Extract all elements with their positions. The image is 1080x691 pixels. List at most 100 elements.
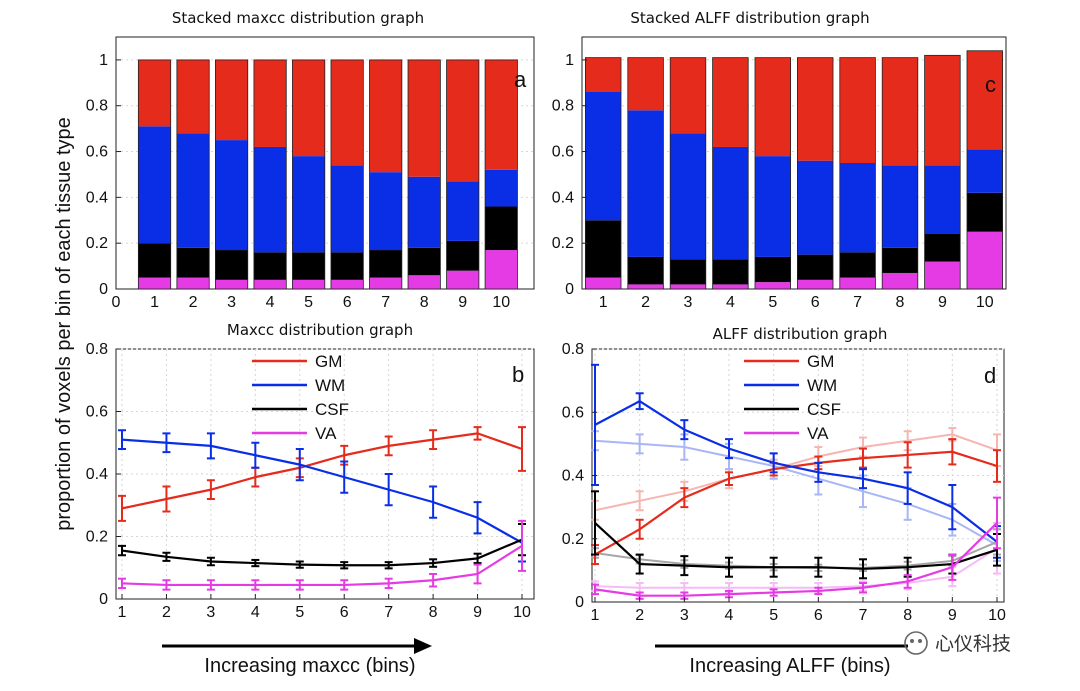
panel-c-bar-outline-9 [924,54,961,290]
panel-b-maxcc-lines: Maxcc distribution graph 0 0.2 0.4 0.6 0.8 1 2… [86,321,535,677]
panel-b-legend-label-wm: WM [315,376,345,395]
panel-c-bar-outline-2 [627,57,664,290]
panel-a-bar-outline-9 [446,59,480,290]
panel-d-xtick-label: 3 [680,607,689,624]
panel-d-xtick-label: 9 [948,607,957,624]
panel-d-corner-label: d [984,363,996,388]
panel-c-bar-wm-8 [882,165,918,248]
panel-c-bar-csf-2 [627,256,664,285]
watermark-logo-icon [904,631,928,655]
panel-c-ytick-label: 0.4 [552,189,574,206]
panel-a-bar-csf-5 [292,252,325,280]
panel-b-corner-label: b [512,362,524,387]
panel-a-xtick-label: 8 [420,294,429,311]
panel-a-bar-va-6 [330,279,364,289]
panel-a-xtick-label: 0 [112,294,121,311]
panel-c-bar-va-8 [882,272,918,289]
panel-c-xtick-label: 8 [896,294,905,311]
panel-a-bar-wm-4 [253,146,287,253]
panel-a-bar-va-3 [215,279,248,289]
panel-b-ytick-label: 0.8 [86,341,108,358]
panel-a-bar-gm-7 [369,59,402,173]
panel-d-ytick-label: 0.8 [562,341,584,358]
panel-d-alff-lines: ALFF distribution graph 0 0.2 0.4 0.6 0.8 1 2 3… [562,325,1006,677]
panel-c-bar-outline-5 [754,57,792,290]
panel-c-bar-gm-2 [627,57,664,111]
panel-b-xtick-label: 6 [340,604,349,621]
panel-c-corner-label: c [985,72,996,97]
panel-c-bar-csf-7 [839,252,876,278]
panel-d-xtick-label: 8 [903,607,912,624]
panel-d-legend-label-gm: GM [807,352,834,371]
panel-c-title: Stacked ALFF distribution graph [630,9,869,27]
panel-c-bar-va-4 [712,284,749,289]
watermark-text: 心仪科技 [935,633,1011,655]
panel-a-bar-outline-3 [214,59,249,290]
panel-a-bar-outline-5 [292,59,326,290]
panel-a-bar-va-9 [446,270,479,289]
panel-a-xtick-label: 5 [304,294,313,311]
panel-a-ytick-label: 0.4 [86,189,108,206]
panel-c-stacked-alff: Stacked ALFF distribution graph 0 0.2 0.4 0… [552,9,1007,311]
panel-a-bar-va-2 [176,277,210,289]
panel-a-title: Stacked maxcc distribution graph [172,9,424,27]
panel-a-bar-gm-3 [215,59,248,141]
panel-b-xtick-label: 8 [429,604,438,621]
panel-a-bar-wm-3 [215,140,248,251]
panel-a-bar-csf-7 [369,250,402,278]
panel-c-bar-csf-3 [670,259,706,285]
panel-c-ytick-label: 0.6 [552,144,574,161]
panel-c-bar-wm-7 [839,163,876,253]
panel-c-bar-wm-10 [966,149,1003,193]
shared-y-axis-label: proportion of voxels per bin of each tis… [53,117,75,531]
panel-a-bar-gm-4 [253,59,287,147]
panel-c-bar-outline-4 [712,57,749,290]
panel-c-bar-outline-8 [881,57,919,290]
panel-d-line-wm [594,399,998,543]
panel-a-bar-va-10 [485,250,518,289]
panel-a-xtick-label: 7 [381,294,390,311]
panel-a-bar-csf-4 [253,252,287,280]
panel-b-ytick-label: 0.4 [86,466,108,483]
panel-a-xtick-label: 4 [266,294,275,311]
panel-d-xtick-label: 10 [988,607,1006,624]
panel-c-bar-wm-5 [754,156,791,257]
panel-a-bar-wm-5 [292,156,325,253]
panel-a-bar-csf-1 [138,243,171,278]
panel-d-xtick-label: 1 [591,607,600,624]
panel-d-ytick-label: 0.4 [562,468,584,485]
panel-c-xtick-label: 7 [853,294,862,311]
panel-d-title: ALFF distribution graph [713,325,888,343]
panel-b-xtick-label: 4 [251,604,260,621]
panel-c-bar-csf-4 [712,259,749,285]
panel-c-xtick-label: 4 [726,294,735,311]
panel-c-xtick-label: 5 [768,294,777,311]
panel-a-bar-gm-6 [330,59,364,166]
panel-a-xtick-label: 9 [458,294,467,311]
panel-a-bar-gm-5 [292,59,325,157]
panel-b-xtick-label: 9 [473,604,482,621]
panel-d-legend-label-csf: CSF [807,400,841,419]
panel-b-xtick-label: 10 [513,604,531,621]
panel-a-bar-outline-2 [176,59,210,290]
panel-a-bar-gm-9 [446,59,479,182]
panel-a-bar-csf-6 [330,252,364,280]
panel-d-legend-label-va: VA [807,424,829,443]
panel-a-bar-outline-10 [484,59,518,290]
panel-d-xtick-label: 7 [859,607,868,624]
panel-d-line-gm-maxcc [594,433,998,512]
panel-c-bar-outline-1 [584,57,622,290]
panel-c-bar-wm-3 [670,133,706,260]
panel-a-bar-wm-2 [176,133,210,248]
panel-c-bar-outline-3 [669,57,707,290]
panel-c-bar-outline-6 [796,57,834,290]
panel-a-bar-csf-9 [446,240,479,271]
panel-c-xtick-label: 9 [938,294,947,311]
panel-c-bar-csf-9 [924,234,961,262]
panel-a-bar-va-4 [253,279,287,289]
panel-a-stacked-maxcc: Stacked maxcc distribution graph 0 0.2 0.4… [86,9,535,311]
panel-c-xtick-label: 6 [811,294,820,311]
panel-a-bar-wm-7 [369,172,402,251]
panel-b-x-axis-label: Increasing maxcc (bins) [204,655,415,677]
panel-d-line-csf [594,522,998,570]
